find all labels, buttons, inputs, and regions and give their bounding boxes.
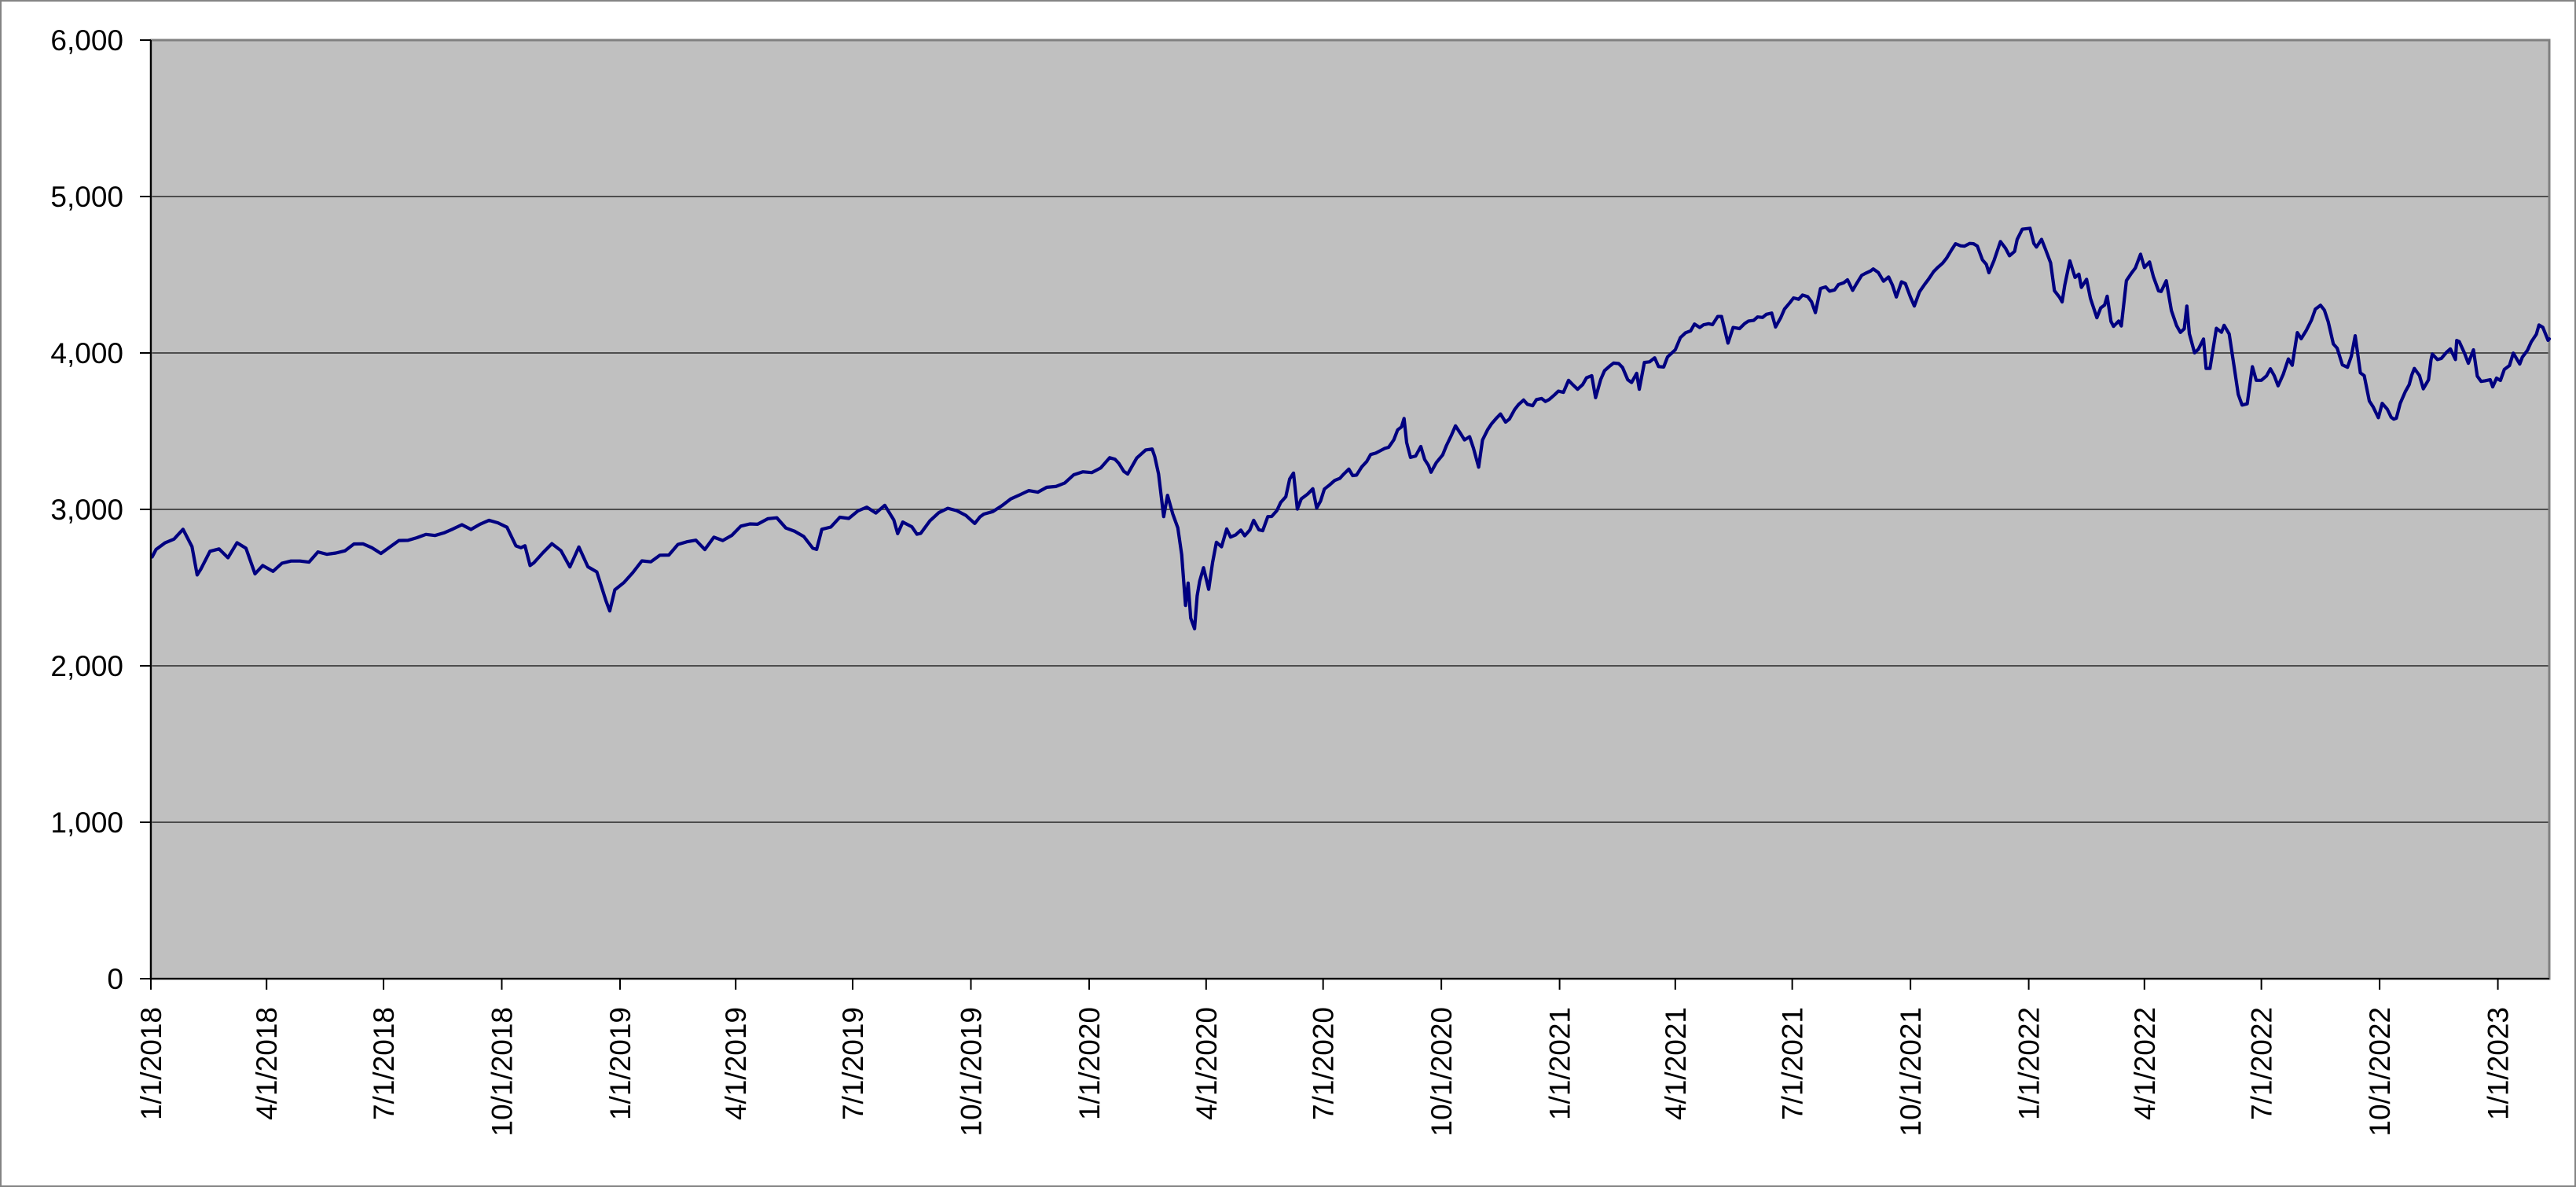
x-tick-label: 4/1/2022 — [2129, 1007, 2161, 1120]
x-tick-label: 4/1/2021 — [1660, 1007, 1692, 1120]
x-tick-label: 10/1/2021 — [1895, 1007, 1927, 1137]
y-tick-label: 0 — [107, 963, 123, 995]
x-tick-label: 7/1/2019 — [837, 1007, 869, 1120]
x-tick-label: 10/1/2018 — [486, 1007, 519, 1137]
x-tick-label: 7/1/2021 — [1777, 1007, 1809, 1120]
x-tick-label: 1/1/2021 — [1544, 1007, 1576, 1120]
x-tick-label: 1/1/2019 — [604, 1007, 637, 1120]
x-tick-label: 10/1/2019 — [956, 1007, 988, 1137]
x-tick-label: 1/1/2018 — [135, 1007, 167, 1120]
x-tick-label: 4/1/2019 — [720, 1007, 752, 1120]
x-tick-label: 1/1/2022 — [2013, 1007, 2046, 1120]
x-tick-label: 7/1/2020 — [1308, 1007, 1340, 1120]
price-line — [150, 226, 2552, 630]
y-tick-label: 2,000 — [50, 650, 123, 682]
y-tick-label: 5,000 — [50, 181, 123, 213]
y-tick-label: 4,000 — [50, 337, 123, 369]
x-tick-label: 7/1/2018 — [368, 1007, 400, 1120]
y-tick-label: 6,000 — [50, 24, 123, 57]
x-tick-label: 7/1/2022 — [2246, 1007, 2278, 1120]
x-tick-label: 4/1/2020 — [1191, 1007, 1223, 1120]
x-tick-label: 4/1/2018 — [251, 1007, 283, 1120]
x-tick-label: 10/1/2020 — [1426, 1007, 1458, 1137]
y-tick-label: 1,000 — [50, 807, 123, 839]
y-tick-label: 3,000 — [50, 494, 123, 526]
x-tick-label: 1/1/2023 — [2482, 1007, 2515, 1120]
x-tick-label: 1/1/2020 — [1073, 1007, 1106, 1120]
x-tick-label: 10/1/2022 — [2364, 1007, 2396, 1137]
